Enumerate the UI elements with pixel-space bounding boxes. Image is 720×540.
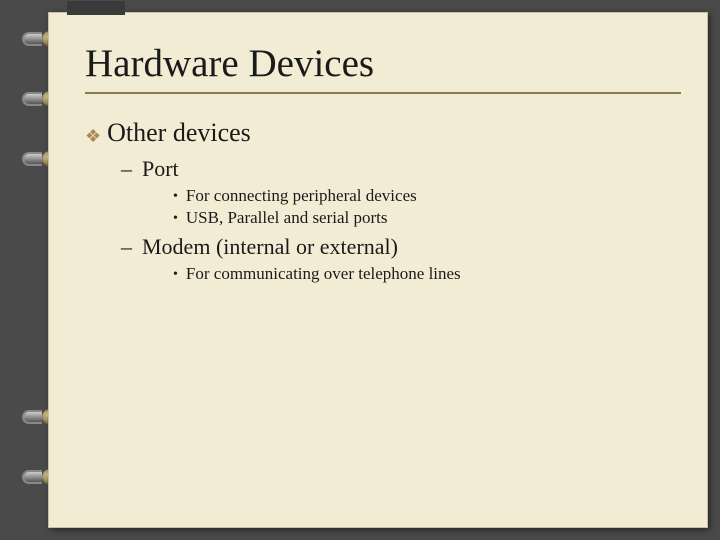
bullet-level2: – Modem (internal or external): [121, 234, 681, 260]
bullet-level3: • For communicating over telephone lines: [173, 264, 681, 284]
bullet-level2: – Port: [121, 156, 681, 182]
bullet-icon: •: [173, 189, 178, 205]
lvl3-text: USB, Parallel and serial ports: [186, 208, 388, 228]
lvl3-text: For communicating over telephone lines: [186, 264, 461, 284]
bullet-level1: ❖ Other devices: [85, 118, 681, 148]
title-underline: [85, 92, 681, 94]
slide-page: Hardware Devices ❖ Other devices – Port …: [48, 12, 708, 528]
bullet-icon: •: [173, 267, 178, 283]
lvl3-text: For connecting peripheral devices: [186, 186, 417, 206]
dash-icon: –: [121, 234, 132, 260]
bullet-level3: • USB, Parallel and serial ports: [173, 208, 681, 228]
slide-tab: [67, 1, 125, 15]
dash-icon: –: [121, 156, 132, 182]
diamond-icon: ❖: [85, 127, 101, 145]
lvl1-text: Other devices: [107, 118, 251, 148]
lvl2-text: Port: [142, 156, 179, 182]
slide-title: Hardware Devices: [85, 41, 681, 86]
bullet-level3: • For connecting peripheral devices: [173, 186, 681, 206]
lvl2-text: Modem (internal or external): [142, 234, 398, 260]
bullet-icon: •: [173, 211, 178, 227]
